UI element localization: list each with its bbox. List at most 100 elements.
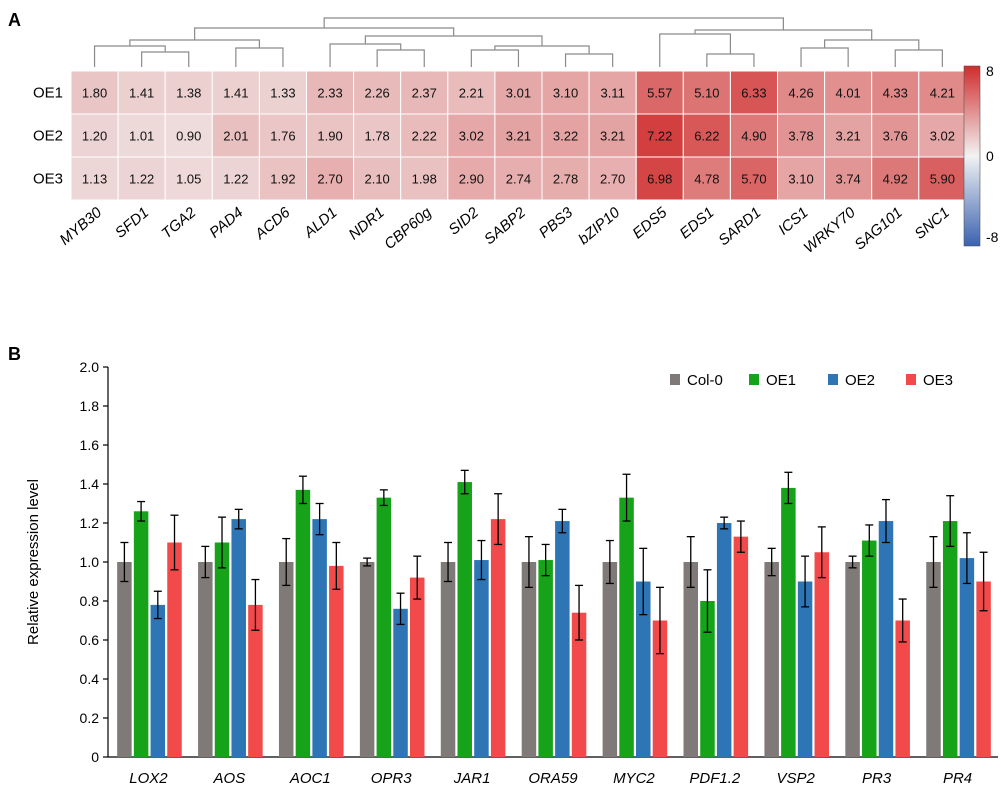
heatmap-cell [258, 113, 307, 158]
bar-col-0 [764, 562, 779, 757]
heatmap-cell-value: 1.01 [129, 129, 154, 144]
heatmap-cell-value: 1.41 [129, 86, 154, 101]
heatmap-cell-value: 3.74 [835, 172, 860, 187]
heatmap-cell [164, 156, 213, 201]
x-category-label: PR3 [862, 770, 892, 787]
heatmap-column-label: ALD1 [300, 204, 340, 242]
y-tick-label: 0.8 [80, 593, 100, 609]
heatmap-cell [164, 113, 213, 158]
heatmap-cell-value: 1.76 [270, 129, 295, 144]
color-scale-tick-label: 0 [986, 148, 994, 164]
bar-col-0 [359, 562, 375, 757]
heatmap-cell [306, 113, 355, 158]
bar-col-0 [278, 562, 294, 757]
heatmap-column-label: MYB30 [57, 204, 106, 249]
heatmap-cell [588, 70, 637, 115]
heatmap-cell-value: 2.01 [223, 129, 248, 144]
x-category-label: AOS [213, 770, 246, 787]
heatmap-cell [494, 70, 543, 115]
heatmap-cell [682, 70, 731, 115]
heatmap-cell-value: 4.92 [883, 172, 908, 187]
bar-oe1 [376, 497, 392, 757]
bar-oe1 [619, 497, 634, 757]
bar-oe2 [393, 608, 408, 757]
bar-oe1 [862, 540, 877, 757]
heatmap-cell-value: 2.70 [317, 172, 342, 187]
heatmap-column-label: TGA2 [158, 204, 199, 243]
heatmap-cell-value: 5.90 [930, 172, 955, 187]
heatmap-cell [258, 156, 307, 201]
heatmap-cell [918, 156, 967, 201]
heatmap-column-label: SNC1 [911, 204, 953, 243]
legend-swatch-oe1 [749, 374, 759, 385]
heatmap-cell-value: 3.76 [883, 129, 908, 144]
heatmap-cell-value: 1.38 [176, 86, 201, 101]
heatmap-cells: 1.80 1.41 1.38 1.41 1.33 2.33 2.26 2.37 2.21 3.01… [70, 70, 967, 201]
color-scale-tick-label: -8 [986, 229, 999, 245]
heatmap-cell-value: 3.22 [553, 129, 578, 144]
bar-oe3 [409, 577, 425, 757]
heatmap-cell-value: 1.22 [223, 172, 248, 187]
heatmap-cell-value: 1.78 [364, 129, 389, 144]
heatmap-cell-value: 2.90 [459, 172, 484, 187]
bar-oe3 [652, 620, 668, 757]
bar-oe2 [797, 581, 813, 757]
bar-oe3 [329, 565, 344, 757]
bar-oe2 [959, 558, 975, 757]
dendrogram-branch [194, 27, 455, 40]
heatmap-cell-value: 2.74 [506, 172, 531, 187]
heatmap-cell [447, 70, 496, 115]
heatmap-cell-value: 2.22 [412, 129, 437, 144]
heatmap-cell-value: 4.26 [788, 86, 813, 101]
dendrogram-branch [129, 39, 260, 48]
heatmap-cell-value: 2.26 [364, 86, 389, 101]
y-tick-label: 0.2 [80, 710, 100, 726]
heatmap-cell-value: 6.22 [694, 129, 719, 144]
y-axis-title: Relative expression level [25, 479, 42, 645]
heatmap-cell-value: 5.10 [694, 86, 719, 101]
heatmap-cell-value: 2.37 [412, 86, 437, 101]
bar-oe2 [636, 581, 651, 757]
bar-oe2 [312, 519, 327, 757]
bar-oe1 [700, 601, 715, 757]
dendrogram-branch [894, 49, 943, 67]
dendrogram-branch [470, 49, 520, 67]
heatmap-cell-value: 3.02 [930, 129, 955, 144]
bar-col-0 [198, 562, 213, 757]
y-tick-label: 0 [91, 749, 99, 765]
heatmap-cell-value: 1.98 [412, 172, 437, 187]
heatmap-cell-value: 4.21 [930, 86, 955, 101]
bar-oe3 [814, 552, 830, 757]
y-tick-label: 0.4 [80, 671, 100, 687]
heatmap-cell [588, 113, 637, 158]
heatmap-cell-value: 2.10 [364, 172, 389, 187]
heatmap-cell-value: 3.21 [600, 129, 625, 144]
bar-oe1 [942, 521, 958, 757]
heatmap-panel: 1.80 1.41 1.38 1.41 1.33 2.33 2.26 2.37 2.21 3.01… [33, 17, 999, 257]
heatmap-cell [164, 70, 213, 115]
heatmap-cell-value: 3.02 [459, 129, 484, 144]
bar-oe2 [150, 604, 166, 757]
heatmap-column-label: SAG101 [851, 204, 905, 253]
heatmap-cell-value: 1.90 [317, 129, 342, 144]
bar-oe3 [248, 604, 263, 757]
bar-col-0 [440, 562, 456, 757]
dendrogram-branch [694, 29, 873, 40]
legend-swatch-oe3 [906, 374, 916, 385]
x-category-label: OPR3 [371, 770, 413, 787]
x-category-label: JAR1 [453, 770, 491, 787]
heatmap-column-label: SFD1 [112, 204, 152, 242]
bar-col-0 [117, 562, 132, 757]
heatmap-cell-value: 5.57 [647, 86, 672, 101]
bar-oe3 [895, 620, 910, 757]
heatmap-cell-value: 0.90 [176, 129, 201, 144]
heatmap-row-label: OE1 [33, 85, 63, 102]
heatmap-cell [353, 113, 402, 158]
y-tick-label: 0.6 [80, 632, 100, 648]
heatmap-cell [306, 70, 355, 115]
legend-label: OE3 [923, 372, 953, 389]
heatmap-cell [70, 156, 119, 201]
legend-label: OE1 [766, 372, 796, 389]
